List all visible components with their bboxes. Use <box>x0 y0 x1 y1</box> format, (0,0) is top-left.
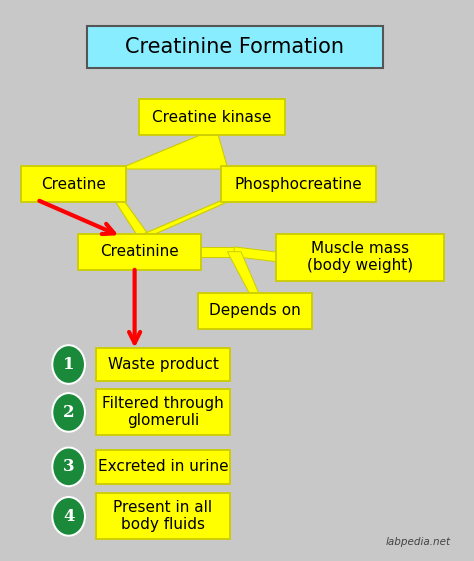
Text: Creatine: Creatine <box>41 177 106 192</box>
Text: Muscle mass
(body weight): Muscle mass (body weight) <box>307 241 413 273</box>
Text: Excreted in urine: Excreted in urine <box>98 459 228 475</box>
Text: Creatinine Formation: Creatinine Formation <box>125 37 344 57</box>
FancyBboxPatch shape <box>221 166 376 203</box>
Text: Depends on: Depends on <box>210 304 301 319</box>
Circle shape <box>52 345 85 384</box>
FancyBboxPatch shape <box>78 233 201 270</box>
Polygon shape <box>198 247 234 256</box>
Text: Filtered through
glomeruli: Filtered through glomeruli <box>102 396 224 429</box>
Circle shape <box>52 448 85 486</box>
Circle shape <box>52 497 85 536</box>
Text: 4: 4 <box>63 508 74 525</box>
Polygon shape <box>234 247 278 262</box>
Text: Present in all
body fluids: Present in all body fluids <box>113 500 213 532</box>
Text: Phosphocreatine: Phosphocreatine <box>235 177 362 192</box>
Text: Creatinine: Creatinine <box>100 244 179 259</box>
FancyBboxPatch shape <box>87 26 383 68</box>
Circle shape <box>52 393 85 432</box>
Text: 1: 1 <box>63 356 74 373</box>
FancyBboxPatch shape <box>198 293 312 329</box>
Text: Creatine kinase: Creatine kinase <box>152 109 272 125</box>
Polygon shape <box>138 200 232 236</box>
Text: labpedia.net: labpedia.net <box>386 537 451 547</box>
FancyBboxPatch shape <box>21 166 126 203</box>
FancyBboxPatch shape <box>276 233 444 280</box>
FancyBboxPatch shape <box>139 99 285 135</box>
Polygon shape <box>228 252 260 296</box>
FancyBboxPatch shape <box>96 348 230 381</box>
FancyBboxPatch shape <box>96 493 230 539</box>
Polygon shape <box>114 200 150 236</box>
FancyBboxPatch shape <box>96 450 230 484</box>
Text: 2: 2 <box>63 404 74 421</box>
Text: Waste product: Waste product <box>108 357 219 372</box>
Text: 3: 3 <box>63 458 74 475</box>
Polygon shape <box>118 132 228 169</box>
FancyBboxPatch shape <box>96 389 230 435</box>
